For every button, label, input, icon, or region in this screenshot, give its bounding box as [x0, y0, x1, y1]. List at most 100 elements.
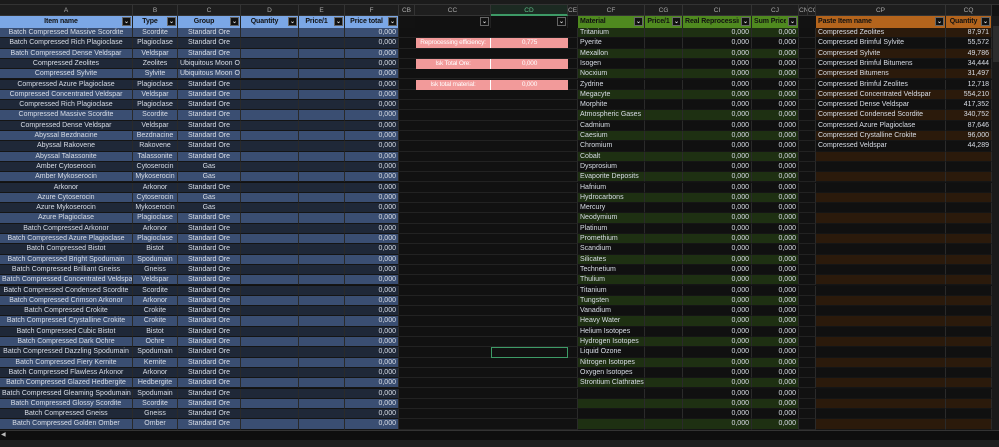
table-cell[interactable]: Standard Ore: [178, 378, 241, 389]
table-cell[interactable]: [816, 306, 946, 317]
column-header-b[interactable]: B: [133, 5, 178, 16]
table-cell[interactable]: [241, 419, 299, 430]
summary-value[interactable]: 0,000: [491, 58, 568, 69]
table-cell[interactable]: Plagioclase: [133, 100, 178, 111]
table-cell[interactable]: [645, 141, 683, 152]
table-cell[interactable]: [816, 388, 946, 399]
table-cell[interactable]: [645, 388, 683, 399]
table-cell[interactable]: 0,000: [345, 48, 399, 59]
column-header-f[interactable]: F: [345, 5, 399, 16]
table-cell[interactable]: 0,000: [683, 357, 752, 368]
table-cell[interactable]: 0,000: [345, 378, 399, 389]
table-cell[interactable]: 0,000: [752, 326, 799, 337]
table-cell[interactable]: [816, 347, 946, 358]
table-cell[interactable]: [299, 244, 345, 255]
table-cell[interactable]: [816, 409, 946, 420]
table-cell[interactable]: Spodumain: [133, 388, 178, 399]
table-cell[interactable]: 0,000: [683, 38, 752, 49]
table-cell[interactable]: [645, 131, 683, 142]
table-cell[interactable]: [241, 378, 299, 389]
table-cell[interactable]: Silicates: [578, 254, 645, 265]
table-cell[interactable]: Plagioclase: [133, 234, 178, 245]
table-cell[interactable]: [816, 192, 946, 204]
column-header-cn[interactable]: CN: [799, 5, 808, 16]
table-cell[interactable]: Sylvite: [133, 69, 178, 80]
grid-cell[interactable]: [799, 28, 816, 39]
table-cell[interactable]: 0,000: [752, 100, 799, 111]
table-cell[interactable]: 0,000: [752, 234, 799, 245]
filter-dropdown-icon[interactable]: ⌄: [634, 17, 643, 26]
table-cell[interactable]: [241, 120, 299, 131]
table-cell[interactable]: 0,000: [345, 38, 399, 49]
table-cell[interactable]: Gas: [178, 161, 241, 173]
table-cell[interactable]: 0,000: [683, 69, 752, 80]
table-cell[interactable]: Scordite: [133, 285, 178, 296]
grid-cell[interactable]: [399, 275, 578, 286]
left-header-group[interactable]: Group ⌄: [178, 16, 241, 28]
table-cell[interactable]: Standard Ore: [178, 295, 241, 307]
table-cell[interactable]: Standard Ore: [178, 398, 241, 410]
table-cell[interactable]: [241, 38, 299, 49]
table-cell[interactable]: [816, 234, 946, 245]
table-cell[interactable]: Standard Ore: [178, 141, 241, 152]
table-cell[interactable]: [816, 337, 946, 348]
table-cell[interactable]: Abyssal Rakovene: [0, 141, 133, 152]
table-cell[interactable]: Batch Compressed Golden Omber: [0, 419, 133, 430]
table-cell[interactable]: [241, 192, 299, 204]
selected-cell[interactable]: [491, 347, 568, 358]
table-cell[interactable]: [241, 306, 299, 317]
table-cell[interactable]: 0,000: [752, 48, 799, 59]
grid-cell[interactable]: [399, 306, 578, 317]
table-cell[interactable]: Compressed Dense Veldspar: [0, 120, 133, 131]
table-cell[interactable]: [241, 326, 299, 337]
table-cell[interactable]: Compressed Dense Veldspar: [816, 100, 946, 111]
table-cell[interactable]: [946, 378, 992, 389]
grid-cell[interactable]: [399, 69, 578, 80]
grid-cell[interactable]: [399, 316, 578, 327]
table-cell[interactable]: 0,000: [683, 100, 752, 111]
grid-cell[interactable]: [799, 234, 816, 245]
grid-cell[interactable]: [799, 58, 816, 70]
table-cell[interactable]: [241, 151, 299, 162]
table-cell[interactable]: [645, 244, 683, 255]
table-cell[interactable]: Standard Ore: [178, 79, 241, 90]
table-cell[interactable]: 12,718: [946, 79, 992, 90]
table-cell[interactable]: [816, 357, 946, 368]
table-cell[interactable]: [241, 141, 299, 152]
table-cell[interactable]: [578, 398, 645, 410]
table-cell[interactable]: [816, 275, 946, 286]
table-cell[interactable]: Standard Ore: [178, 182, 241, 193]
table-cell[interactable]: Batch Compressed Dense Veldspar: [0, 48, 133, 59]
table-cell[interactable]: [645, 192, 683, 204]
table-cell[interactable]: 0,000: [345, 285, 399, 296]
table-cell[interactable]: 0,000: [683, 367, 752, 379]
table-cell[interactable]: 0,000: [683, 48, 752, 59]
table-cell[interactable]: [241, 79, 299, 90]
table-cell[interactable]: 0,000: [683, 409, 752, 420]
table-cell[interactable]: Azure Mykoserocin: [0, 203, 133, 214]
table-cell[interactable]: [816, 398, 946, 410]
table-cell[interactable]: Mykoserocin: [133, 203, 178, 214]
table-cell[interactable]: Scandium: [578, 244, 645, 255]
table-cell[interactable]: 55,572: [946, 38, 992, 49]
table-cell[interactable]: Cadmium: [578, 120, 645, 131]
table-cell[interactable]: Standard Ore: [178, 244, 241, 255]
table-cell[interactable]: Neodymium: [578, 213, 645, 224]
table-cell[interactable]: Batch Compressed Glazed Hedbergite: [0, 378, 133, 389]
grid-cell[interactable]: [399, 151, 578, 162]
table-cell[interactable]: Standard Ore: [178, 306, 241, 317]
table-cell[interactable]: Atmospheric Gases: [578, 110, 645, 121]
table-cell[interactable]: Veldspar: [133, 48, 178, 59]
table-cell[interactable]: [645, 254, 683, 265]
grid-cell[interactable]: [399, 295, 578, 307]
table-cell[interactable]: Crokite: [133, 306, 178, 317]
table-cell[interactable]: [241, 203, 299, 214]
material-header-price-1[interactable]: Price/1 ⌄: [645, 16, 683, 28]
table-cell[interactable]: Compressed Condensed Scordite: [816, 110, 946, 121]
table-cell[interactable]: Zydrine: [578, 79, 645, 90]
table-cell[interactable]: Arkonor: [133, 295, 178, 307]
column-header-cc[interactable]: CC: [415, 5, 491, 16]
table-cell[interactable]: [645, 58, 683, 70]
table-cell[interactable]: 0,000: [683, 172, 752, 183]
table-cell[interactable]: [299, 254, 345, 265]
